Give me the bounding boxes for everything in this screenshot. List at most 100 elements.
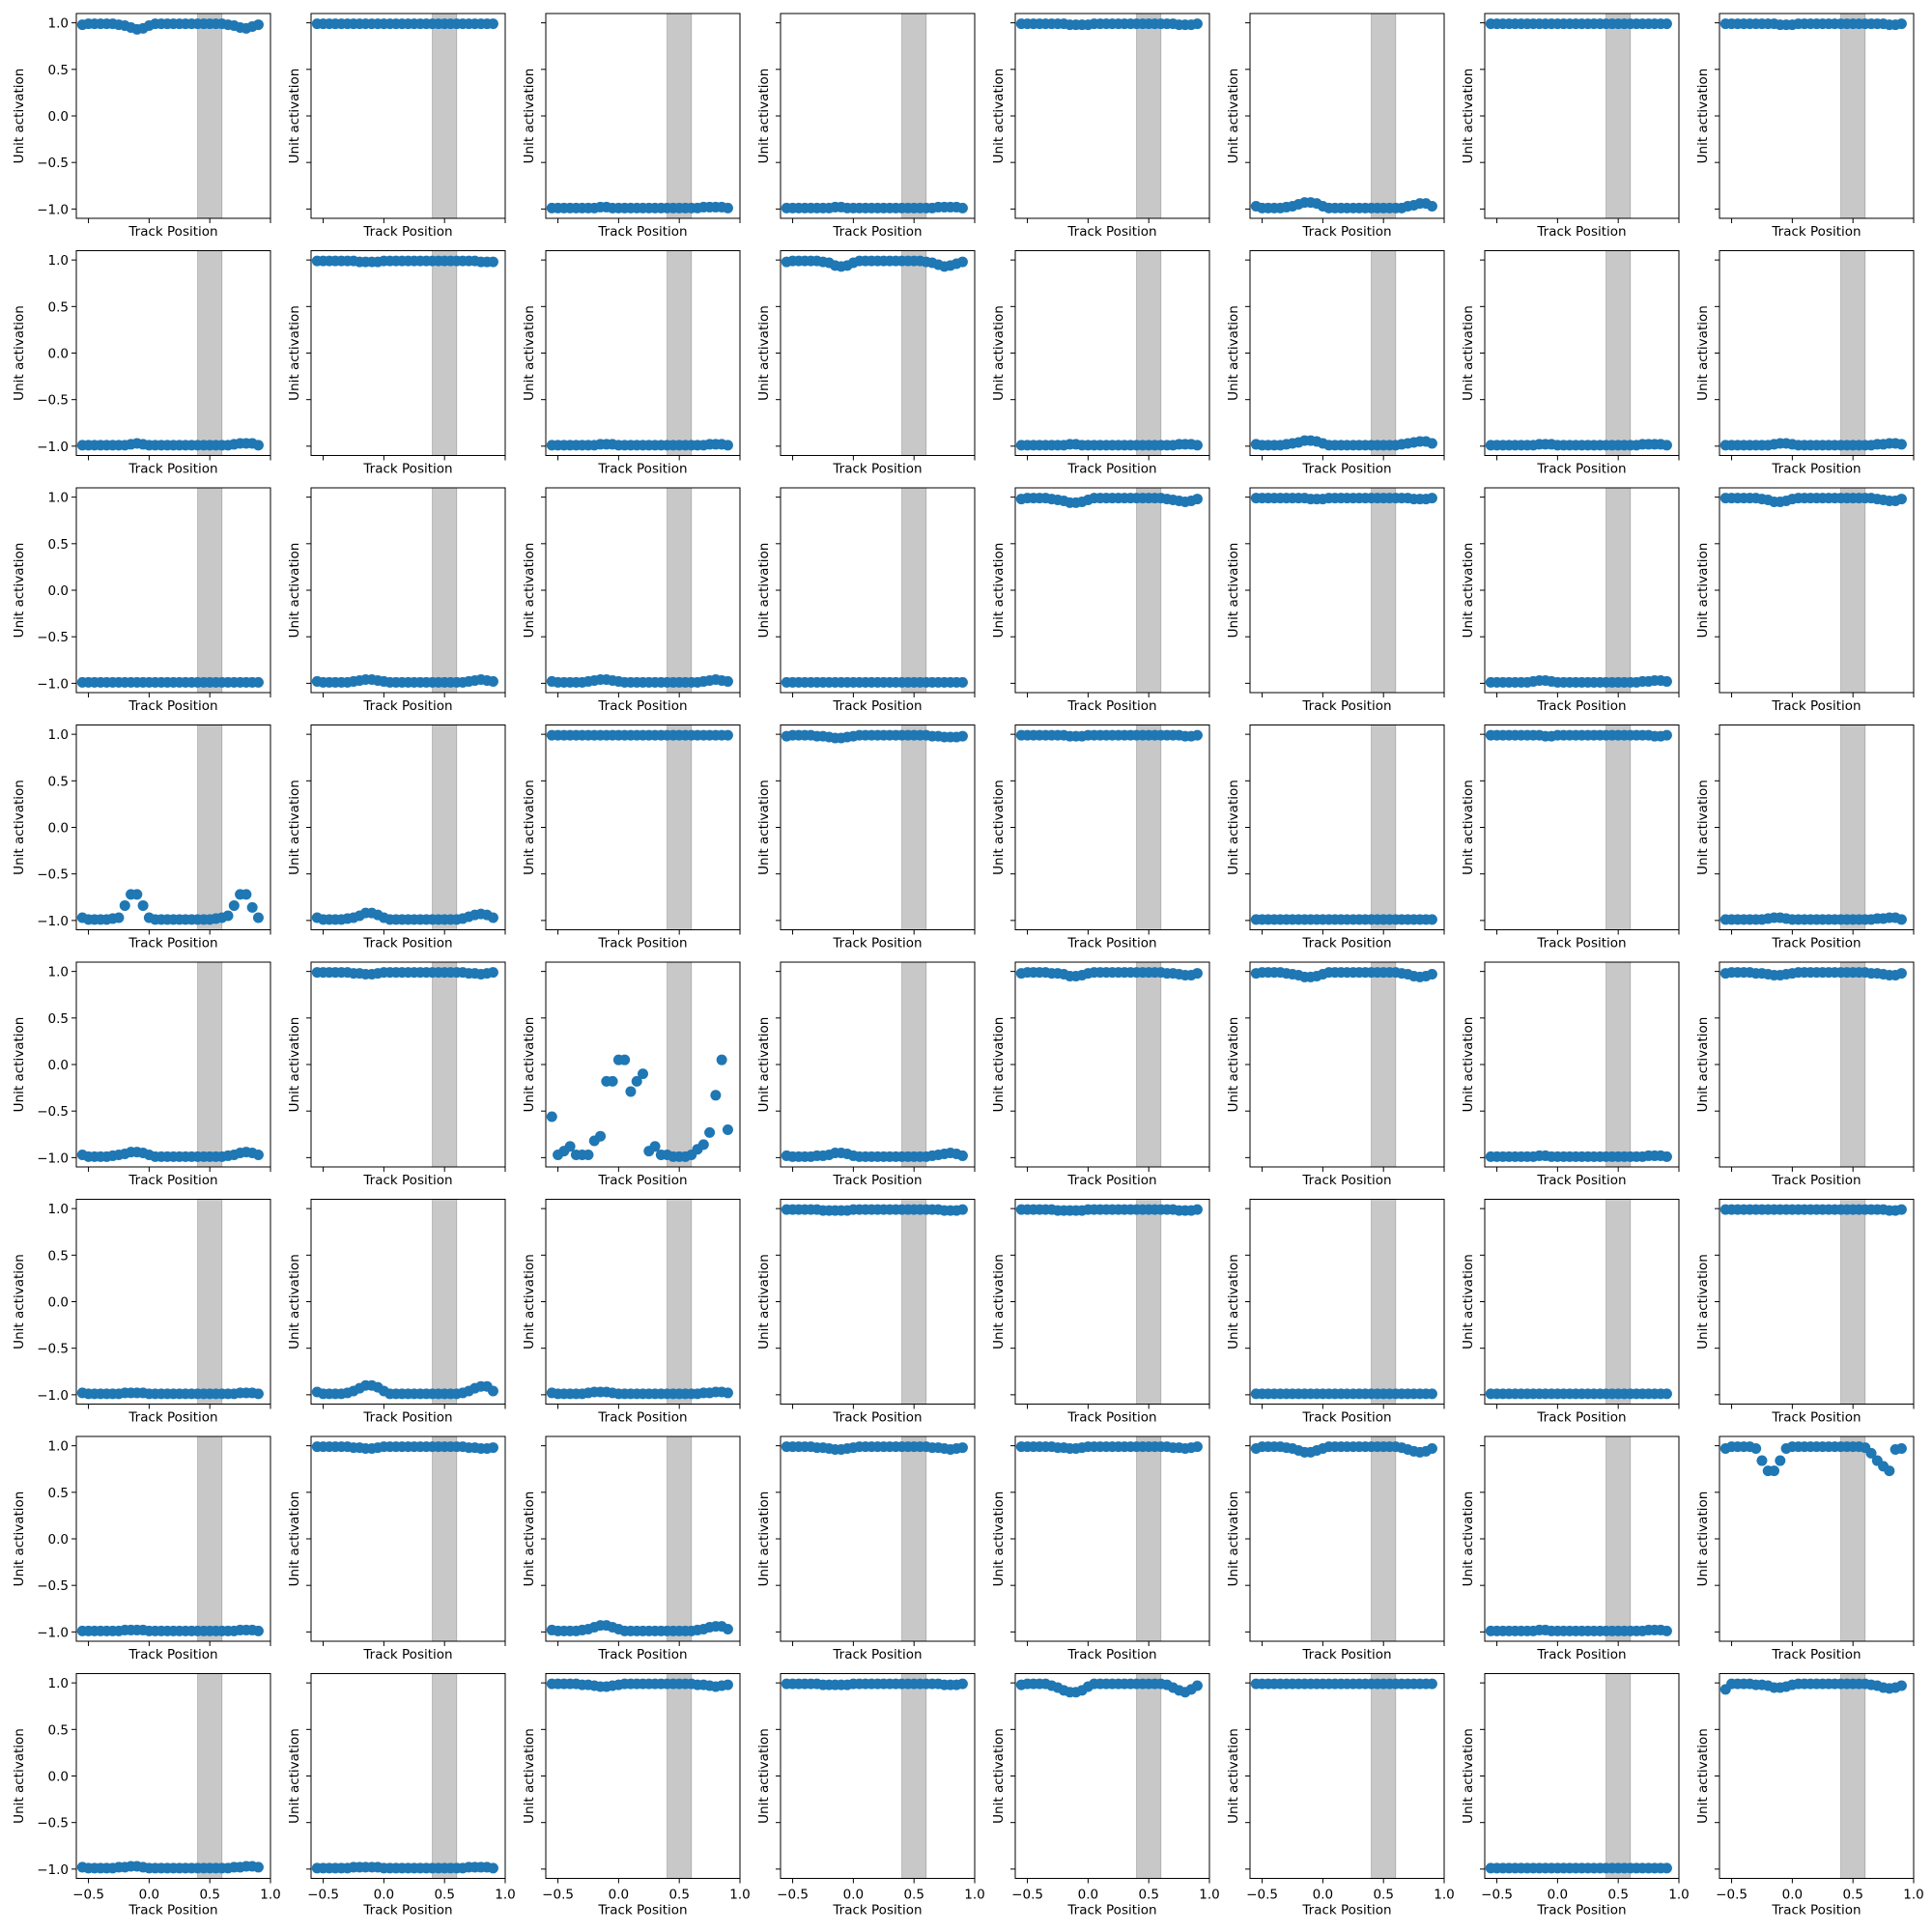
- data-point: [956, 256, 968, 268]
- y-axis-label: Unit activation: [756, 780, 772, 875]
- subplot-37: Track Position Unit activation: [991, 961, 1210, 1188]
- axes-frame: [780, 1673, 976, 1879]
- y-tick-label: 1.0: [48, 1676, 69, 1691]
- y-tick-label: 0.5: [48, 299, 69, 315]
- axes-frame: [1014, 724, 1210, 930]
- y-axis-label: Unit activation: [756, 1254, 772, 1350]
- subplot-29: Track Position Unit activation: [991, 724, 1210, 952]
- y-tick-label: 0.5: [48, 1722, 69, 1738]
- subplot-53: Track Position Unit activation: [991, 1435, 1210, 1662]
- y-axis-label: Unit activation: [12, 305, 27, 401]
- x-axis-label: Track Position: [1536, 1903, 1626, 1918]
- axes-frame: [1719, 13, 1915, 219]
- y-axis-label: Unit activation: [1226, 1492, 1241, 1587]
- y-axis-label: Unit activation: [287, 305, 302, 401]
- data-point: [137, 899, 149, 911]
- x-axis-label: Track Position: [597, 1903, 687, 1918]
- subplot-54: Track Position Unit activation: [1226, 1435, 1445, 1662]
- axes-frame: [310, 1199, 506, 1405]
- axes-frame: [780, 724, 976, 930]
- axes-frame: [1249, 13, 1445, 219]
- y-axis-label: Unit activation: [1461, 780, 1476, 875]
- axes-frame: [545, 1199, 741, 1405]
- x-axis-label: Track Position: [1771, 1647, 1861, 1662]
- data-point: [582, 1149, 594, 1160]
- y-tick-label: 0.5: [48, 1011, 69, 1027]
- axes-frame: [75, 250, 271, 456]
- axes-frame: [1719, 724, 1915, 930]
- axes-frame: [1249, 1673, 1445, 1879]
- data-point: [1426, 969, 1437, 980]
- x-tick-label: −0.5: [777, 1888, 809, 1903]
- subplot-14: Track Position Unit activation: [1226, 250, 1445, 477]
- shaded-region: [1371, 724, 1397, 930]
- subplot-39: Track Position Unit activation: [1461, 961, 1680, 1188]
- shaded-region: [1840, 1435, 1866, 1642]
- y-axis-label: Unit activation: [756, 1728, 772, 1824]
- x-tick-label: −0.5: [1246, 1888, 1278, 1903]
- data-point: [1191, 968, 1203, 980]
- shaded-region: [1605, 1673, 1632, 1879]
- x-tick-label: 0.5: [199, 1888, 219, 1903]
- y-axis-label: Unit activation: [522, 780, 537, 875]
- shaded-region: [197, 13, 223, 219]
- x-tick-label: 0.0: [843, 1888, 864, 1903]
- x-tick-label: 1.0: [1199, 1888, 1219, 1903]
- x-tick-label: 0.0: [1078, 1888, 1098, 1903]
- data-point: [1191, 729, 1203, 741]
- axes-frame: [780, 1199, 976, 1405]
- axes-frame: [780, 487, 976, 694]
- y-tick-label: −1.0: [37, 202, 69, 217]
- data-point: [252, 676, 264, 688]
- x-axis-label: Track Position: [1536, 1647, 1626, 1662]
- axes-frame: [1249, 1199, 1445, 1405]
- subplot-1: −1.0 −0.5 0.0 0.5 1.0 Track Position Unit acti…: [12, 13, 271, 240]
- subplot-11: Track Position Unit activation: [522, 250, 741, 477]
- data-point: [1426, 1388, 1437, 1400]
- y-axis-label: Unit activation: [1695, 543, 1711, 639]
- x-axis-label: Track Position: [1066, 1903, 1156, 1918]
- subplot-22: Track Position Unit activation: [1226, 487, 1445, 714]
- axes-frame: [1719, 250, 1915, 456]
- axes-frame: [1014, 1435, 1210, 1642]
- data-point: [722, 675, 733, 687]
- shaded-region: [1840, 724, 1866, 930]
- axes-frame: [1249, 1435, 1445, 1642]
- shaded-region: [432, 250, 458, 456]
- x-axis-label: Track Position: [128, 1173, 217, 1188]
- data-point: [487, 256, 498, 268]
- y-tick-label: 0.0: [48, 821, 69, 837]
- y-axis-label: Unit activation: [1461, 1492, 1476, 1587]
- subplot-35: Track Position Unit activation: [522, 961, 741, 1188]
- x-axis-label: Track Position: [128, 1410, 217, 1426]
- data-point: [252, 1625, 264, 1636]
- data-point: [1661, 1388, 1672, 1400]
- subplot-52: Track Position Unit activation: [756, 1435, 976, 1662]
- data-point: [607, 1075, 618, 1087]
- data-point: [625, 1086, 637, 1097]
- x-tick-label: 1.0: [1903, 1888, 1923, 1903]
- data-point: [246, 901, 258, 913]
- subplot-43: Track Position Unit activation: [522, 1199, 741, 1426]
- shaded-region: [667, 1673, 693, 1879]
- y-tick-label: 0.5: [48, 63, 69, 78]
- y-tick-label: −0.5: [37, 867, 69, 883]
- subplot-26: Track Position Unit activation: [287, 724, 506, 952]
- shaded-region: [432, 1435, 458, 1642]
- y-axis-label: Unit activation: [1695, 1728, 1711, 1824]
- y-tick-label: −0.5: [37, 630, 69, 645]
- data-point: [1426, 914, 1437, 925]
- y-axis-label: Unit activation: [1226, 1017, 1241, 1113]
- y-axis-label: Unit activation: [991, 1492, 1007, 1587]
- y-tick-label: 1.0: [48, 491, 69, 506]
- y-tick-label: 0.5: [48, 774, 69, 789]
- subplot-3: Track Position Unit activation: [522, 13, 741, 240]
- y-tick-label: −1.0: [37, 676, 69, 692]
- y-axis-label: Unit activation: [287, 1254, 302, 1350]
- y-axis-label: Unit activation: [1226, 543, 1241, 639]
- subplot-10: Track Position Unit activation: [287, 250, 506, 477]
- axes-frame: [1249, 250, 1445, 456]
- x-axis-label: Track Position: [128, 224, 217, 240]
- y-axis-label: Unit activation: [1461, 1254, 1476, 1350]
- axes-frame: [310, 1435, 506, 1642]
